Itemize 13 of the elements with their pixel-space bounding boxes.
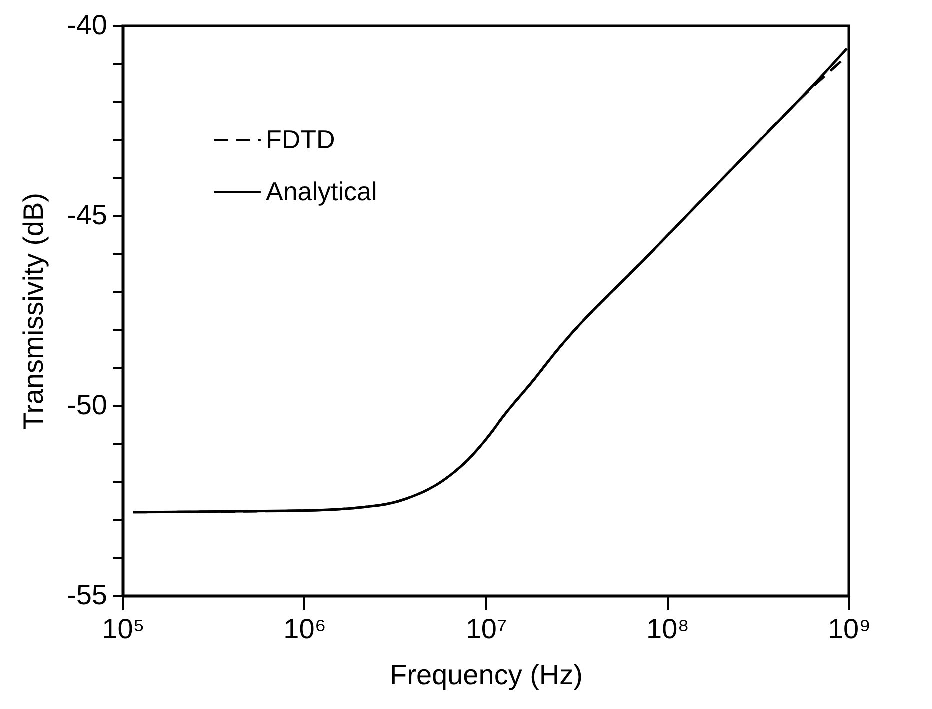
x-tick-label: 10⁵ — [102, 614, 145, 644]
y-axis-title: Transmissivity (dB) — [18, 193, 50, 430]
x-tick-label: 10⁹ — [828, 614, 872, 644]
x-tick-label: 10⁶ — [284, 614, 326, 644]
x-axis-title: Frequency (Hz) — [390, 660, 583, 690]
y-tick-label: -55 — [67, 580, 108, 610]
y-tick-label: -45 — [67, 200, 108, 230]
legend-label: FDTD — [266, 124, 336, 154]
legend-label: Analytical — [266, 176, 378, 206]
y-tick-label: -40 — [67, 10, 108, 40]
x-tick-label: 10⁸ — [646, 614, 690, 644]
y-tick-label: -50 — [67, 390, 108, 420]
x-tick-label: 10⁷ — [466, 614, 508, 644]
